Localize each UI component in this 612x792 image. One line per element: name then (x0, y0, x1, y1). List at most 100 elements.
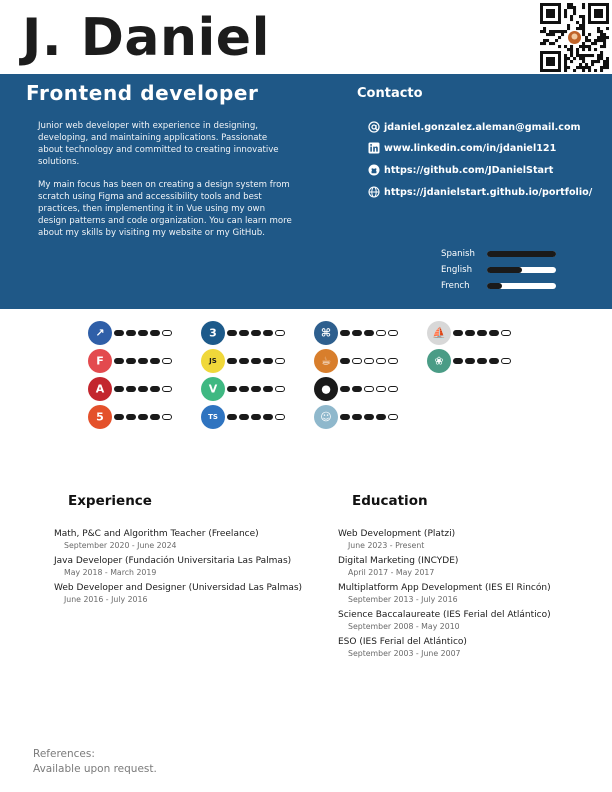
rating-dot (465, 358, 475, 364)
education-heading: Education (352, 493, 428, 509)
svg-text:⌘: ⌘ (321, 327, 331, 340)
contact-linkedin-text[interactable]: www.linkedin.com/in/jdaniel121 (384, 142, 557, 154)
entry-title: Math, P&C and Algorithm Teacher (Freelan… (54, 529, 259, 539)
entry-title: Science Baccalaureate (IES Ferial del At… (338, 610, 551, 620)
rating-dot (388, 358, 398, 364)
skill-item: TS (201, 405, 287, 429)
github-icon (368, 164, 380, 176)
rating-dot (150, 414, 160, 420)
education-entry: Digital Marketing (INCYDE) April 2017 - … (338, 555, 458, 578)
summary-paragraph: Junior web developer with experience in … (38, 121, 279, 167)
rating-dot (114, 358, 124, 364)
entry-title: Web Development (Platzi) (338, 529, 456, 539)
svg-text:↗: ↗ (95, 327, 104, 340)
entry-dates: September 2020 - June 2024 (64, 541, 177, 550)
entry-title: ESO (IES Ferial del Atlántico) (338, 637, 467, 647)
language-name: Spanish (441, 249, 475, 259)
svg-text:☕: ☕ (321, 355, 331, 368)
rating-dot (150, 358, 160, 364)
contact-email-link[interactable]: jdaniel.gonzalez.aleman@gmail.com (368, 120, 581, 134)
rating-dot (239, 414, 249, 420)
rating-dot (162, 330, 172, 336)
vue-icon: V (201, 377, 225, 401)
contact-email-text[interactable]: jdaniel.gonzalez.aleman@gmail.com (384, 121, 581, 133)
skill-item: ☺ (314, 405, 400, 429)
experience-entry: Math, P&C and Algorithm Teacher (Freelan… (54, 528, 259, 551)
entry-title: Digital Marketing (INCYDE) (338, 556, 459, 566)
role-title: Frontend developer (26, 81, 259, 105)
javascript-icon: JS (201, 349, 225, 373)
rating-dot (364, 386, 374, 392)
education-entry: Multiplatform App Development (IES El Ri… (338, 582, 551, 605)
language-row-spanish: Spanish (441, 248, 556, 260)
rating-dot (388, 386, 398, 392)
svg-text:F: F (96, 355, 104, 368)
rating-dot (227, 358, 237, 364)
linkedin-icon (368, 142, 380, 154)
experience-heading: Experience (68, 493, 152, 509)
entry-title: Web Developer and Designer (Universidad … (54, 583, 303, 593)
language-row-french: French (441, 280, 556, 292)
skill-item: ↗ (88, 321, 174, 345)
contact-github-text[interactable]: https://github.com/JDanielStart (384, 164, 554, 176)
rating-dot (227, 414, 237, 420)
skill-item: JS (201, 349, 287, 373)
svg-text:3: 3 (209, 327, 217, 340)
copilot-icon: ☺ (314, 405, 338, 429)
language-level-fill (487, 267, 522, 273)
rating-dot (275, 330, 285, 336)
language-level-bar (487, 267, 556, 273)
skill-rating (114, 414, 174, 420)
entry-dates: May 2018 - March 2019 (64, 568, 157, 577)
rating-dot (352, 358, 362, 364)
rating-dot (352, 386, 362, 392)
entry-dates: September 2013 - July 2016 (348, 595, 458, 604)
language-row-english: English (441, 264, 556, 276)
experience-entry: Java Developer (Fundación Universitaria … (54, 555, 291, 578)
skill-item: ● (314, 377, 400, 401)
rating-dot (150, 330, 160, 336)
svg-text:TS: TS (208, 413, 218, 421)
rating-dot (239, 330, 249, 336)
java-icon: ☕ (314, 349, 338, 373)
skill-rating (453, 330, 513, 336)
rating-dot (477, 358, 487, 364)
rating-dot (340, 414, 350, 420)
rating-dot (251, 386, 261, 392)
typescript-icon: TS (201, 405, 225, 429)
skill-item: V (201, 377, 287, 401)
eleventy-icon: ↗ (88, 321, 112, 345)
education-entry: Web Development (Platzi) June 2023 - Pre… (338, 528, 455, 551)
rating-dot (227, 330, 237, 336)
rating-dot (340, 358, 350, 364)
skill-rating (114, 330, 174, 336)
contact-website-link[interactable]: https://jdanielstart.github.io/portfolio… (368, 185, 592, 199)
summary-paragraph: My main focus has been on creating a des… (38, 180, 292, 238)
contact-website-text[interactable]: https://jdanielstart.github.io/portfolio… (384, 186, 593, 198)
skill-rating (227, 358, 287, 364)
svg-text:A: A (96, 383, 105, 396)
skill-item: A (88, 377, 174, 401)
entry-dates: April 2017 - May 2017 (348, 568, 435, 577)
entry-dates: September 2003 - June 2007 (348, 649, 461, 658)
rating-dot (388, 330, 398, 336)
rating-dot (126, 386, 136, 392)
education-entry: ESO (IES Ferial del Atlántico) September… (338, 636, 467, 659)
skill-item: ☕ (314, 349, 400, 373)
rating-dot (388, 414, 398, 420)
svg-text:5: 5 (96, 411, 104, 424)
qr-code-icon[interactable] (540, 3, 609, 72)
references-label: References: (33, 748, 95, 760)
rating-dot (263, 414, 273, 420)
rating-dot (162, 358, 172, 364)
css3-icon: 3 (201, 321, 225, 345)
rating-dot (364, 330, 374, 336)
svg-text:☺: ☺ (320, 411, 331, 424)
language-name: French (441, 281, 470, 291)
rating-dot (251, 414, 261, 420)
skill-rating (453, 358, 513, 364)
contact-linkedin-link[interactable]: www.linkedin.com/in/jdaniel121 (368, 141, 556, 155)
language-level-fill (487, 251, 556, 257)
contact-github-link[interactable]: https://github.com/JDanielStart (368, 163, 553, 177)
rating-dot (162, 386, 172, 392)
